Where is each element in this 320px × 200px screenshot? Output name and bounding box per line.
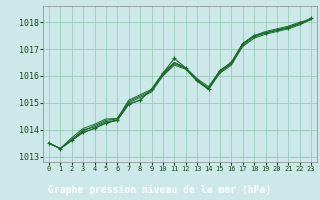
Text: Graphe pression niveau de la mer (hPa): Graphe pression niveau de la mer (hPa) bbox=[48, 185, 272, 195]
